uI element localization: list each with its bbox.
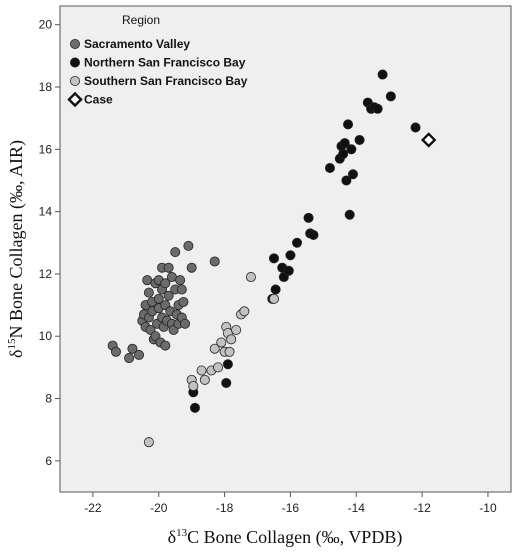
- x-tick-label: -10: [479, 501, 497, 515]
- y-tick-label: 16: [39, 142, 53, 156]
- plot-area: [59, 5, 512, 493]
- sacramento-valley-point: [180, 318, 191, 329]
- sacramento-valley-point: [142, 275, 153, 286]
- southern-san-francisco-bay-point: [196, 365, 207, 376]
- legend-marker: [70, 76, 81, 87]
- northern-san-francisco-bay-point: [221, 377, 232, 388]
- northern-san-francisco-bay-point: [283, 265, 294, 276]
- southern-san-francisco-bay-point: [143, 437, 154, 448]
- sacramento-valley-point: [178, 296, 189, 307]
- sacramento-valley-point: [127, 343, 138, 354]
- northern-san-francisco-bay-point: [410, 122, 421, 133]
- sacramento-valley-point: [176, 284, 187, 295]
- x-tick-label: -16: [282, 501, 300, 515]
- y-tick-label: 14: [39, 205, 53, 219]
- northern-san-francisco-bay-point: [341, 175, 352, 186]
- northern-san-francisco-bay-point: [347, 169, 358, 180]
- northern-san-francisco-bay-point: [303, 212, 314, 223]
- y-tick-label: 10: [39, 329, 53, 343]
- legend-title: Region: [122, 13, 160, 27]
- y-tick-label: 20: [39, 18, 53, 32]
- legend-label: Case: [84, 93, 113, 107]
- northern-san-francisco-bay-point: [292, 237, 303, 248]
- sacramento-valley-point: [134, 349, 145, 360]
- x-tick-label: -12: [413, 501, 431, 515]
- legend-marker: [70, 57, 81, 68]
- southern-san-francisco-bay-point: [226, 334, 237, 345]
- southern-san-francisco-bay-point: [224, 346, 235, 357]
- axis-ticks: -22 -20 -18 -16 -14 -12 -10 6 8 10 12 14 16 18 20: [39, 18, 497, 515]
- y-tick-label: 8: [45, 392, 52, 406]
- y-axis-title: δ15N Bone Collagen (‰, AIR): [6, 140, 27, 358]
- southern-san-francisco-bay-point: [213, 362, 224, 373]
- sacramento-valley-point: [124, 353, 135, 364]
- sacramento-valley-point: [175, 275, 186, 286]
- x-tick-label: -22: [84, 501, 102, 515]
- southern-san-francisco-bay-point: [231, 324, 242, 335]
- northern-san-francisco-bay-point: [354, 134, 365, 145]
- southern-san-francisco-bay-point: [239, 306, 250, 317]
- northern-san-francisco-bay-point: [270, 284, 281, 295]
- northern-san-francisco-bay-point: [346, 144, 357, 155]
- legend: Region Sacramento Valley Northern San Fran…: [67, 13, 248, 108]
- case-point: [421, 132, 437, 148]
- sacramento-valley-point: [209, 256, 220, 267]
- sacramento-valley-point: [163, 290, 174, 301]
- sacramento-valley-point: [183, 240, 194, 251]
- x-axis-title: δ13C Bone Collagen (‰, VPDB): [168, 527, 403, 548]
- northern-san-francisco-bay-point: [343, 119, 354, 130]
- southern-san-francisco-bay-point: [199, 374, 210, 385]
- sacramento-valley-point: [170, 247, 181, 258]
- x-tick-label: -14: [348, 501, 366, 515]
- northern-san-francisco-bay-point: [377, 69, 388, 80]
- northern-san-francisco-bay-point: [222, 359, 233, 370]
- southern-san-francisco-bay-point: [216, 337, 227, 348]
- northern-san-francisco-bay-point: [385, 91, 396, 102]
- northern-san-francisco-bay-point: [344, 209, 355, 220]
- northern-san-francisco-bay-point: [285, 250, 296, 261]
- northern-san-francisco-bay-point: [324, 162, 335, 173]
- northern-san-francisco-bay-point: [308, 229, 319, 240]
- legend-label: Sacramento Valley: [84, 37, 190, 51]
- southern-san-francisco-bay-point: [209, 343, 220, 354]
- southern-san-francisco-bay-point: [245, 272, 256, 283]
- x-tick-label: -18: [216, 501, 234, 515]
- northern-san-francisco-bay-point: [339, 138, 350, 149]
- northern-san-francisco-bay-point: [372, 103, 383, 114]
- x-tick-label: -20: [150, 501, 168, 515]
- southern-san-francisco-bay-point: [188, 381, 199, 392]
- sacramento-valley-point: [143, 287, 154, 298]
- data-points: [107, 69, 437, 448]
- northern-san-francisco-bay-point: [189, 402, 200, 413]
- y-tick-label: 18: [39, 80, 53, 94]
- sacramento-valley-point: [166, 272, 177, 283]
- y-tick-label: 6: [45, 454, 52, 468]
- sacramento-valley-point: [160, 340, 171, 351]
- sacramento-valley-point: [163, 262, 174, 273]
- legend-label: Northern San Francisco Bay: [84, 56, 246, 70]
- legend-marker: [70, 39, 81, 50]
- sacramento-valley-point: [186, 262, 197, 273]
- sacramento-valley-point: [160, 278, 171, 289]
- y-tick-label: 12: [39, 267, 53, 281]
- northern-san-francisco-bay-point: [338, 148, 349, 159]
- southern-san-francisco-bay-point: [268, 293, 279, 304]
- legend-marker: [67, 91, 83, 108]
- sacramento-valley-point: [110, 346, 121, 357]
- legend-label: Southern San Francisco Bay: [84, 74, 248, 88]
- northern-san-francisco-bay-point: [268, 253, 279, 264]
